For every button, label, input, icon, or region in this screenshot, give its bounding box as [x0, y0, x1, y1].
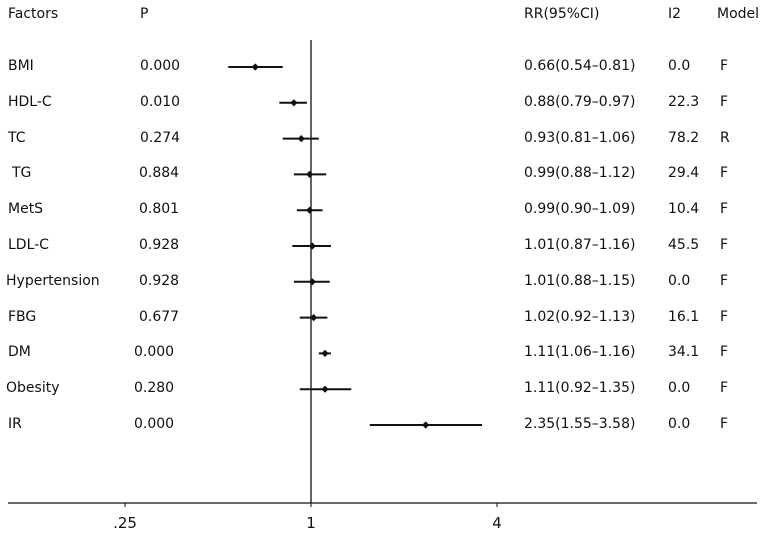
- row-i2: 16.1: [668, 308, 700, 325]
- row-model: F: [720, 416, 729, 432]
- row-model: F: [720, 201, 729, 218]
- row-model: F: [720, 93, 729, 110]
- row-i2: 45.5: [668, 237, 700, 253]
- row-rr-ci: 1.01(0.87–1.16): [524, 237, 636, 253]
- row-i2: 22.3: [668, 93, 700, 110]
- row-rr-ci: 1.02(0.92–1.13): [524, 308, 636, 325]
- row-p-value: 0.000: [134, 344, 175, 361]
- row-factor-label: DM: [8, 344, 31, 361]
- header-i2: I2: [668, 6, 682, 22]
- header-model: Model: [717, 6, 760, 22]
- row-i2: 0.0: [668, 58, 691, 74]
- point-estimate-marker: [422, 421, 430, 429]
- row-p-value: 0.280: [134, 380, 175, 397]
- row-factor-label: TC: [8, 129, 26, 146]
- row-factor-label: BMI: [8, 58, 34, 74]
- header-p: P: [140, 6, 149, 22]
- row-model: F: [720, 308, 729, 325]
- row-factor-label: TG: [12, 165, 32, 182]
- point-estimate-marker: [306, 206, 314, 214]
- row-p-value: 0.010: [140, 93, 181, 110]
- row-factor-label: MetS: [8, 201, 44, 218]
- row-factor-label: FBG: [8, 308, 37, 325]
- row-p-value: 0.801: [139, 201, 180, 218]
- row-model: F: [720, 58, 729, 74]
- point-estimate-marker: [306, 170, 314, 178]
- row-rr-ci: 0.99(0.88–1.12): [524, 165, 636, 182]
- row-model: R: [720, 129, 730, 146]
- point-estimate-marker: [321, 349, 329, 357]
- row-rr-ci: 0.93(0.81–1.06): [524, 129, 636, 146]
- x-tick-label: .25: [113, 514, 137, 532]
- row-p-value: 0.000: [134, 416, 175, 432]
- header-rr: RR(95%CI): [524, 6, 600, 22]
- row-factor-label: Hypertension: [6, 272, 100, 289]
- row-i2: 0.0: [668, 380, 691, 397]
- row-p-value: 0.928: [139, 237, 180, 253]
- row-i2: 0.0: [668, 416, 691, 432]
- row-p-value: 0.677: [139, 308, 180, 325]
- row-model: F: [720, 380, 729, 397]
- row-rr-ci: 0.88(0.79–0.97): [524, 93, 636, 110]
- header-factors: Factors: [8, 6, 59, 22]
- row-model: F: [720, 237, 729, 253]
- row-model: F: [720, 165, 729, 182]
- point-estimate-marker: [308, 278, 316, 286]
- row-factor-label: LDL-C: [8, 237, 49, 253]
- row-factor-label: HDL-C: [8, 93, 52, 110]
- row-i2: 0.0: [668, 272, 691, 289]
- point-estimate-marker: [308, 242, 316, 250]
- x-tick-label: 4: [492, 514, 502, 532]
- row-rr-ci: 1.01(0.88–1.15): [524, 272, 636, 289]
- row-rr-ci: 1.11(1.06–1.16): [524, 344, 636, 361]
- point-estimate-marker: [310, 314, 318, 322]
- row-model: F: [720, 344, 729, 361]
- row-p-value: 0.928: [139, 272, 180, 289]
- point-estimate-marker: [251, 63, 259, 71]
- row-factor-label: IR: [8, 416, 22, 432]
- row-model: F: [720, 272, 729, 289]
- row-rr-ci: 1.11(0.92–1.35): [524, 380, 636, 397]
- row-rr-ci: 0.99(0.90–1.09): [524, 201, 636, 218]
- row-i2: 34.1: [668, 344, 700, 361]
- row-p-value: 0.000: [140, 58, 181, 74]
- row-factor-label: Obesity: [6, 380, 60, 397]
- row-i2: 29.4: [668, 165, 700, 182]
- point-estimate-marker: [297, 135, 305, 143]
- point-estimate-marker: [290, 99, 298, 107]
- row-i2: 10.4: [668, 201, 700, 218]
- row-p-value: 0.884: [139, 165, 180, 182]
- row-i2: 78.2: [668, 129, 700, 146]
- x-tick-label: 1: [306, 514, 316, 532]
- row-rr-ci: 2.35(1.55–3.58): [524, 416, 636, 432]
- row-p-value: 0.274: [140, 129, 181, 146]
- point-estimate-marker: [321, 385, 329, 393]
- row-rr-ci: 0.66(0.54–0.81): [524, 58, 636, 74]
